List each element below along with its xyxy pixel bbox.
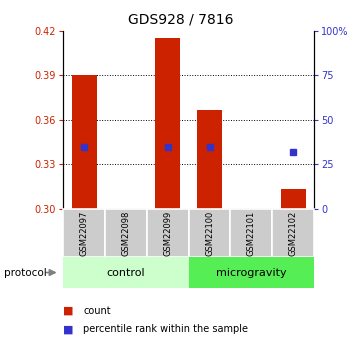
Text: GDS928 / 7816: GDS928 / 7816 bbox=[128, 12, 233, 26]
Text: percentile rank within the sample: percentile rank within the sample bbox=[83, 325, 248, 334]
Text: ■: ■ bbox=[63, 325, 74, 334]
Text: ■: ■ bbox=[63, 306, 74, 315]
Bar bbox=[155, 38, 180, 209]
Bar bbox=[105, 209, 147, 257]
Text: control: control bbox=[106, 268, 145, 277]
Bar bbox=[147, 209, 188, 257]
Bar bbox=[188, 209, 230, 257]
Bar bbox=[280, 189, 306, 209]
Text: GSM22098: GSM22098 bbox=[121, 210, 130, 256]
Bar bbox=[272, 209, 314, 257]
Text: microgravity: microgravity bbox=[216, 268, 287, 277]
Text: GSM22100: GSM22100 bbox=[205, 210, 214, 256]
Bar bbox=[188, 257, 314, 288]
Bar bbox=[230, 209, 272, 257]
Text: protocol: protocol bbox=[4, 268, 46, 277]
Bar bbox=[71, 76, 97, 209]
Text: GSM22102: GSM22102 bbox=[289, 210, 298, 256]
Text: GSM22097: GSM22097 bbox=[79, 210, 88, 256]
Bar bbox=[63, 257, 188, 288]
Text: GSM22099: GSM22099 bbox=[163, 210, 172, 256]
Text: GSM22101: GSM22101 bbox=[247, 210, 256, 256]
Text: count: count bbox=[83, 306, 111, 315]
Bar bbox=[197, 109, 222, 209]
Bar bbox=[63, 209, 105, 257]
